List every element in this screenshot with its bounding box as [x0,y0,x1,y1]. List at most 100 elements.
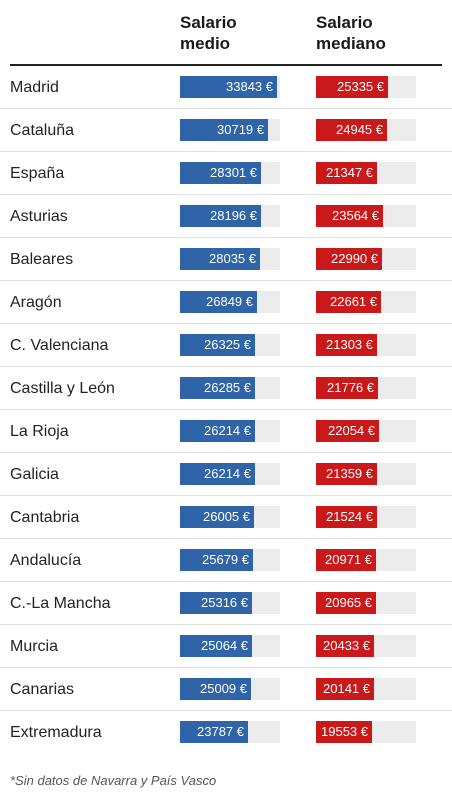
salario-mediano-track: 21524 € [316,506,416,528]
salario-mediano-value-label: 21347 € [326,165,373,180]
salario-medio-track: 28035 € [180,248,280,270]
salario-mediano-track: 22990 € [316,248,416,270]
salario-medio-track: 26214 € [180,463,280,485]
table-row: Madrid 33843 € 25335 € [0,66,452,109]
table-row: Murcia 25064 € 20433 € [0,625,452,668]
salario-medio-value-label: 26285 € [204,380,251,395]
region-label: Castilla y León [10,380,115,397]
salario-medio-value-label: 33843 € [226,79,273,94]
table-row: Baleares 28035 € 22990 € [0,238,452,281]
salario-mediano-bar: 25335 € [316,76,388,98]
salario-mediano-value-label: 21524 € [326,509,373,524]
table-row: Aragón 26849 € 22661 € [0,281,452,324]
salario-medio-bar: 25064 € [180,635,252,657]
salario-mediano-bar: 22661 € [316,291,381,313]
salario-mediano-track: 20433 € [316,635,416,657]
salario-medio-value-label: 26214 € [204,466,251,481]
salario-mediano-value-label: 25335 € [337,79,384,94]
table-row: Castilla y León 26285 € 21776 € [0,367,452,410]
column-header-line: Salario [316,13,373,32]
footnote: *Sin datos de Navarra y País Vasco [10,773,217,788]
salario-mediano-track: 19553 € [316,721,416,743]
salario-medio-bar: 26214 € [180,420,255,442]
salario-medio-value-label: 28196 € [210,208,257,223]
salario-medio-bar: 26214 € [180,463,255,485]
region-label: Asturias [10,208,68,225]
table-row: Canarias 25009 € 20141 € [0,668,452,711]
salario-mediano-bar: 21524 € [316,506,377,528]
salario-medio-bar: 23787 € [180,721,248,743]
column-header-line: Salario [180,13,237,32]
salario-medio-track: 25316 € [180,592,280,614]
salario-mediano-value-label: 20971 € [325,552,372,567]
region-label: Canarias [10,681,75,698]
table-row: Cantabria 26005 € 21524 € [0,496,452,539]
region-label: C.-La Mancha [10,595,111,612]
salario-medio-bar: 28196 € [180,205,261,227]
salario-medio-bar: 26849 € [180,291,257,313]
salario-medio-track: 25679 € [180,549,280,571]
salario-medio-bar: 30719 € [180,119,268,141]
salario-medio-value-label: 25009 € [200,681,247,696]
region-label: La Rioja [10,423,69,440]
region-label: Madrid [10,79,59,96]
salario-medio-track: 28196 € [180,205,280,227]
salario-mediano-value-label: 20141 € [323,681,370,696]
salario-medio-track: 33843 € [180,76,280,98]
salario-mediano-value-label: 23564 € [332,208,379,223]
table-row: Asturias 28196 € 23564 € [0,195,452,238]
salario-mediano-value-label: 20433 € [323,638,370,653]
salario-mediano-value-label: 20965 € [325,595,372,610]
salario-mediano-bar: 20971 € [316,549,376,571]
table-row: Extremadura 23787 € 19553 € [0,711,452,754]
table-row: Cataluña 30719 € 24945 € [0,109,452,152]
salario-mediano-track: 20971 € [316,549,416,571]
salario-medio-value-label: 25679 € [202,552,249,567]
salario-medio-bar: 25316 € [180,592,252,614]
salario-medio-track: 26285 € [180,377,280,399]
header-divider [10,64,442,66]
salario-mediano-value-label: 24945 € [336,122,383,137]
salario-medio-value-label: 25316 € [201,595,248,610]
salario-mediano-bar: 20141 € [316,678,374,700]
table-row: Andalucía 25679 € 20971 € [0,539,452,582]
salario-medio-track: 25064 € [180,635,280,657]
salario-mediano-track: 25335 € [316,76,416,98]
salario-medio-bar: 28301 € [180,162,261,184]
salario-medio-value-label: 23787 € [197,724,244,739]
salario-medio-value-label: 28035 € [209,251,256,266]
salario-medio-bar: 26325 € [180,334,255,356]
salario-mediano-bar: 21303 € [316,334,377,356]
table-body: Madrid 33843 € 25335 € Cataluña 30719 € 24945… [0,66,452,754]
salario-mediano-value-label: 21359 € [326,466,373,481]
salario-mediano-track: 21359 € [316,463,416,485]
salario-mediano-track: 22661 € [316,291,416,313]
table-header: Salario medio Salario mediano [0,0,452,64]
salario-mediano-bar: 21347 € [316,162,377,184]
table-row: La Rioja 26214 € 22054 € [0,410,452,453]
region-label: Cantabria [10,509,80,526]
salario-medio-track: 23787 € [180,721,280,743]
table-row: Galicia 26214 € 21359 € [0,453,452,496]
region-label: C. Valenciana [10,337,109,354]
salario-medio-track: 26849 € [180,291,280,313]
salario-mediano-bar: 20965 € [316,592,376,614]
salario-mediano-track: 20141 € [316,678,416,700]
salario-medio-bar: 26005 € [180,506,254,528]
salario-medio-value-label: 26214 € [204,423,251,438]
salario-medio-track: 28301 € [180,162,280,184]
column-header-salario-medio: Salario medio [180,12,300,54]
salario-mediano-bar: 21359 € [316,463,377,485]
region-label: España [10,165,65,182]
salario-medio-bar: 25009 € [180,678,251,700]
salario-mediano-track: 21776 € [316,377,416,399]
salario-medio-bar: 33843 € [180,76,277,98]
region-label: Murcia [10,638,59,655]
region-label: Cataluña [10,122,75,139]
salario-medio-value-label: 25064 € [201,638,248,653]
salario-medio-value-label: 26005 € [203,509,250,524]
region-label: Aragón [10,294,62,311]
salario-mediano-track: 20965 € [316,592,416,614]
salario-medio-track: 26005 € [180,506,280,528]
region-label: Andalucía [10,552,82,569]
